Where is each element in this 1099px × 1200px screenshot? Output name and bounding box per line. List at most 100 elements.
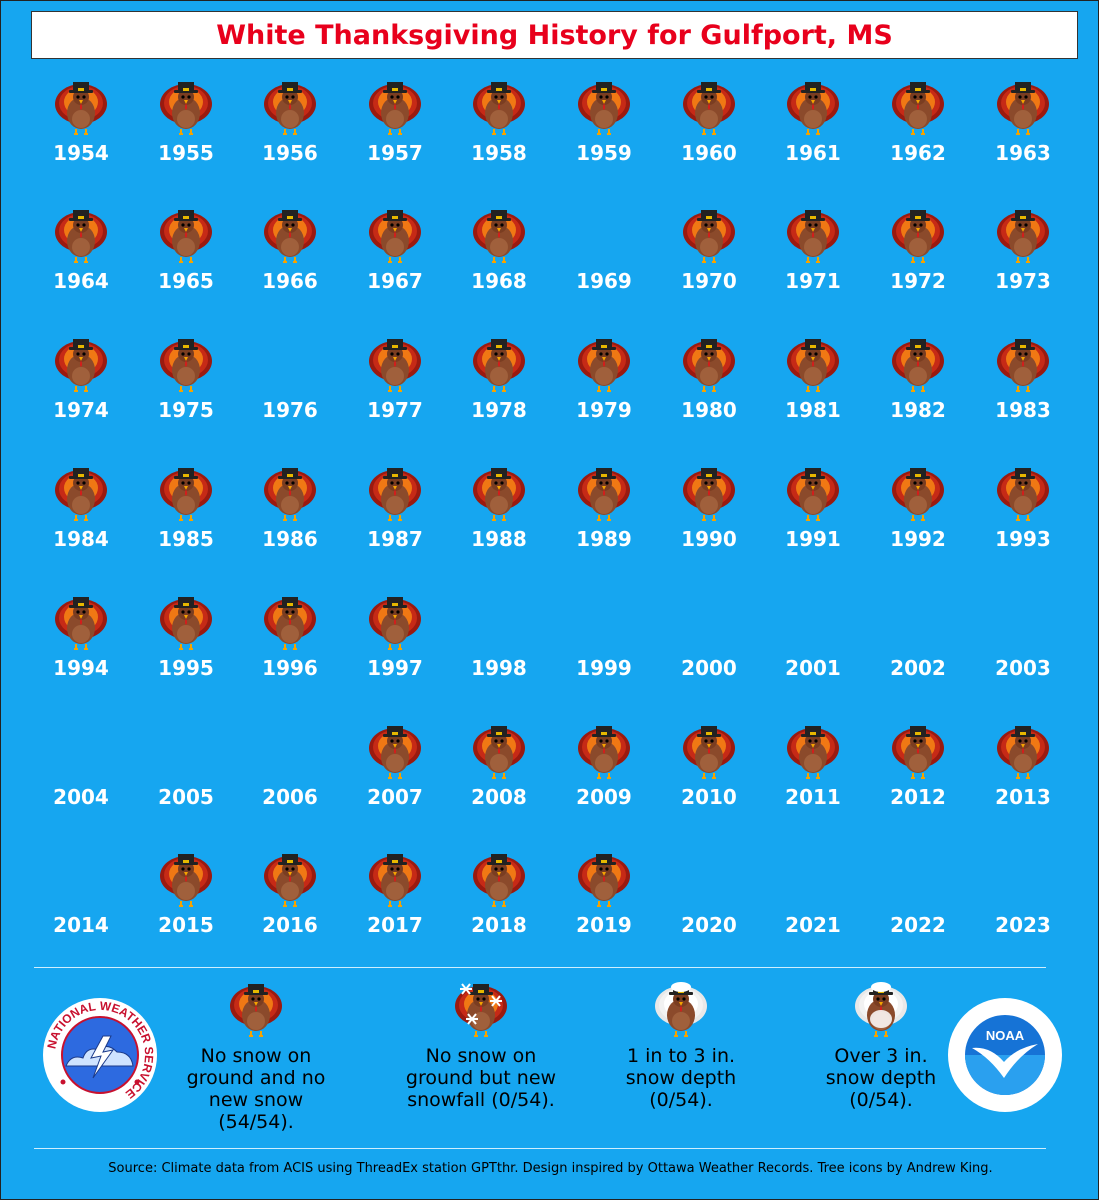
turkey-icon (473, 854, 525, 907)
year-label: 1962 (890, 141, 946, 165)
year-label: 2002 (890, 656, 946, 680)
turkey-icon (55, 210, 107, 263)
legend-label: No snow on ground and no new snow (54/54… (186, 1045, 326, 1133)
year-cell: 1982 (866, 334, 970, 434)
year-cell: 1955 (134, 77, 238, 177)
year-label: 1996 (262, 656, 318, 680)
year-label: 1963 (995, 141, 1051, 165)
year-label: 1957 (367, 141, 423, 165)
turkey-icon (160, 82, 212, 135)
year-label: 1973 (995, 269, 1051, 293)
turkey-icon (787, 210, 839, 263)
year-label: 1991 (785, 527, 841, 551)
turkey-icon (997, 726, 1049, 779)
turkey-icon (369, 597, 421, 650)
year-label: 1983 (995, 398, 1051, 422)
turkey-heavy-snow-icon (855, 982, 907, 1037)
turkey-icon (160, 597, 212, 650)
year-label: 2011 (785, 785, 841, 809)
legend-item: Over 3 in. snow depth (0/54). (776, 979, 986, 1111)
page-title: White Thanksgiving History for Gulfport,… (216, 19, 893, 51)
year-label: 1999 (576, 656, 632, 680)
turkey-icon (369, 210, 421, 263)
year-cell: 1984 (29, 463, 133, 563)
year-label: 2005 (158, 785, 214, 809)
turkey-icon (264, 82, 316, 135)
turkey-icon (55, 82, 107, 135)
year-cell: 2005 (134, 721, 238, 821)
year-cell: 2007 (343, 721, 447, 821)
noaa-logo: NOAA (946, 996, 1064, 1114)
legend-label: No snow on ground but new snowfall (0/54… (405, 1045, 557, 1111)
year-cell: 2012 (866, 721, 970, 821)
turkey-icon (473, 339, 525, 392)
year-cell: 1985 (134, 463, 238, 563)
year-cell: 1976 (238, 334, 342, 434)
year-label: 1981 (785, 398, 841, 422)
year-cell: 2011 (761, 721, 865, 821)
year-label: 1975 (158, 398, 214, 422)
year-cell: 1957 (343, 77, 447, 177)
turkey-plain-icon (230, 984, 282, 1037)
turkey-icon (578, 82, 630, 135)
year-cell: 1970 (657, 205, 761, 305)
year-cell: 2022 (866, 849, 970, 949)
year-cell: 1988 (447, 463, 551, 563)
year-label: 2009 (576, 785, 632, 809)
year-cell: 1999 (552, 592, 656, 692)
turkey-icon (787, 339, 839, 392)
turkey-icon (473, 468, 525, 521)
year-grid: 1954 1955 1956 (1, 1, 1099, 961)
year-cell: 2001 (761, 592, 865, 692)
turkey-icon (997, 82, 1049, 135)
year-label: 1972 (890, 269, 946, 293)
year-label: 1956 (262, 141, 318, 165)
year-label: 1990 (681, 527, 737, 551)
title-box: White Thanksgiving History for Gulfport,… (31, 11, 1078, 59)
turkey-icon (892, 468, 944, 521)
year-label: 1966 (262, 269, 318, 293)
turkey-icon (997, 468, 1049, 521)
year-cell: 1989 (552, 463, 656, 563)
year-label: 1964 (53, 269, 109, 293)
turkey-icon (683, 210, 735, 263)
year-cell: 2003 (971, 592, 1075, 692)
turkey-icon (369, 339, 421, 392)
year-label: 2007 (367, 785, 423, 809)
turkey-icon (264, 597, 316, 650)
turkey-icon (160, 468, 212, 521)
year-label: 1958 (471, 141, 527, 165)
divider-top (34, 967, 1046, 968)
turkey-icon (578, 726, 630, 779)
turkey-icon (997, 339, 1049, 392)
year-label: 1979 (576, 398, 632, 422)
year-label: 1970 (681, 269, 737, 293)
noaa-logo-icon: NOAA (948, 998, 1062, 1112)
year-cell: 1994 (29, 592, 133, 692)
year-cell: 1956 (238, 77, 342, 177)
year-cell: 1979 (552, 334, 656, 434)
year-label: 2016 (262, 913, 318, 937)
year-cell: 1997 (343, 592, 447, 692)
year-cell: 1975 (134, 334, 238, 434)
year-cell: 2023 (971, 849, 1075, 949)
year-cell: 1980 (657, 334, 761, 434)
year-label: 1960 (681, 141, 737, 165)
year-label: 2000 (681, 656, 737, 680)
turkey-icon (683, 339, 735, 392)
year-cell: 1978 (447, 334, 551, 434)
nws-logo-icon: NATIONAL WEATHER SERVICE (43, 998, 157, 1112)
year-cell: 2020 (657, 849, 761, 949)
year-label: 1982 (890, 398, 946, 422)
turkey-icon (369, 726, 421, 779)
year-label: 1986 (262, 527, 318, 551)
year-cell: 1966 (238, 205, 342, 305)
year-label: 2008 (471, 785, 527, 809)
year-label: 2001 (785, 656, 841, 680)
year-cell: 1992 (866, 463, 970, 563)
year-cell: 2006 (238, 721, 342, 821)
turkey-icon (787, 468, 839, 521)
turkey-icon (55, 339, 107, 392)
year-label: 1967 (367, 269, 423, 293)
year-cell: 1963 (971, 77, 1075, 177)
